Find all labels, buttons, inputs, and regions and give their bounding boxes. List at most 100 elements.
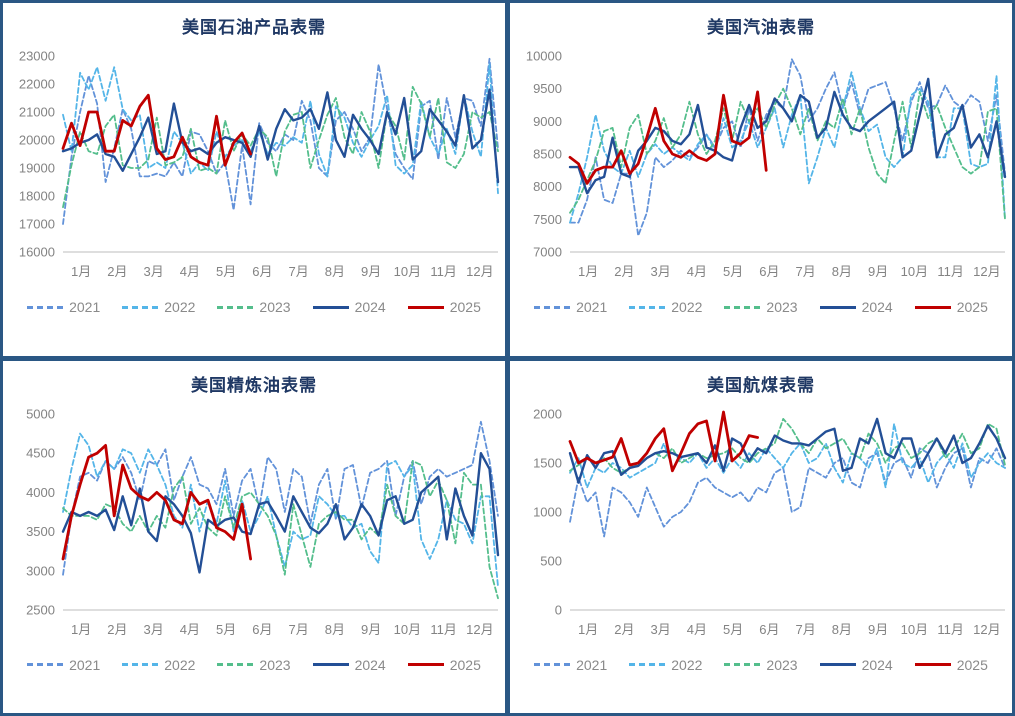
legend-swatch-2024 xyxy=(819,663,856,666)
petroleum-products-chart: 16000 17000 18000 19000 20000 21000 22000 23000… xyxy=(18,49,499,279)
y-tick-label: 9000 xyxy=(533,114,562,129)
x-tick-label: 12月 xyxy=(973,622,1000,637)
x-tick-label: 5月 xyxy=(723,622,743,637)
y-tick-label: 9500 xyxy=(533,81,562,96)
y-tick-label: 19000 xyxy=(18,161,54,176)
legend-item-2024: 2024 xyxy=(819,656,893,673)
legend-item-2023: 2023 xyxy=(217,299,291,315)
x-tick-label: 12月 xyxy=(466,264,493,279)
legend-label-2025: 2025 xyxy=(956,656,988,673)
series-line-2021 xyxy=(568,446,1006,537)
x-tick-label: 8月 xyxy=(831,622,851,637)
x-tick-label: 4月 xyxy=(179,264,199,279)
chart-legend: 2021 2022 2023 2024 2025 xyxy=(27,652,481,678)
x-tick-label: 4月 xyxy=(686,622,706,637)
legend-label-2021: 2021 xyxy=(576,656,608,673)
legend-item-2022: 2022 xyxy=(629,299,702,315)
x-tick-label: 11月 xyxy=(937,622,964,637)
legend-label-2025: 2025 xyxy=(449,656,481,673)
page-title: 美国汽油表需 xyxy=(707,18,815,37)
series-line-2022 xyxy=(568,422,1006,488)
legend-swatch-2025 xyxy=(407,305,444,309)
legend-label-2024: 2024 xyxy=(861,299,893,315)
series-line-2022 xyxy=(568,71,1006,224)
legend-label-2022: 2022 xyxy=(671,299,703,315)
x-tick-label: 8月 xyxy=(324,622,344,637)
x-tick-label: 2月 xyxy=(614,622,634,637)
x-tick-label: 1月 xyxy=(71,622,91,637)
legend-item-2022: 2022 xyxy=(629,657,702,673)
x-tick-label: 3月 xyxy=(143,264,163,279)
legend-swatch-2023 xyxy=(724,663,761,666)
y-tick-label: 0 xyxy=(554,602,561,617)
panel-gasoline: 美国汽油表需 7000 7500 8000 8500 9000 9500 10000 1月 2月… xyxy=(508,1,1014,358)
series-line-2023 xyxy=(568,87,1006,221)
y-tick-label: 21000 xyxy=(18,105,54,120)
series-line-2023 xyxy=(61,459,499,599)
x-tick-label: 10月 xyxy=(393,264,420,279)
x-tick-label: 3月 xyxy=(143,622,163,637)
page-title: 美国航煤表需 xyxy=(707,375,815,395)
legend-label-2022: 2022 xyxy=(671,656,703,673)
x-tick-label: 12月 xyxy=(466,622,493,637)
y-tick-label: 16000 xyxy=(18,245,54,260)
x-tick-label: 4月 xyxy=(686,264,706,279)
x-tick-label: 5月 xyxy=(216,622,236,637)
legend-label-2024: 2024 xyxy=(861,656,893,673)
y-tick-label: 7000 xyxy=(533,245,562,260)
legend-label-2023: 2023 xyxy=(259,656,291,673)
x-tick-label: 11月 xyxy=(430,264,457,279)
x-tick-label: 10月 xyxy=(393,622,420,637)
legend-item-2023: 2023 xyxy=(724,299,798,315)
series-line-2022 xyxy=(61,432,499,587)
series-line-2023 xyxy=(61,85,499,209)
jet-fuel-chart: 0 500 1000 1500 2000 1月 2月 3月 4月 5月 6月 7月 8月 9月 10月 11月… xyxy=(533,406,1006,637)
series-line-2021 xyxy=(61,420,499,576)
legend-label-2024: 2024 xyxy=(354,656,386,673)
x-tick-label: 3月 xyxy=(650,264,670,279)
legend-swatch-2022 xyxy=(122,305,159,309)
legend-label-2023: 2023 xyxy=(259,299,291,315)
x-tick-label: 1月 xyxy=(578,622,598,637)
x-tick-label: 5月 xyxy=(216,264,236,279)
x-tick-label: 1月 xyxy=(71,264,91,279)
x-tick-label: 3月 xyxy=(650,622,670,637)
y-tick-label: 7500 xyxy=(533,212,562,227)
x-tick-label: 7月 xyxy=(795,622,815,637)
legend-swatch-2022 xyxy=(629,663,666,666)
panel-distillate: 美国精炼油表需 2500 3000 3500 4000 4500 5000 1月 2月 3月 4月… xyxy=(1,358,507,715)
y-tick-label: 2500 xyxy=(26,602,55,617)
x-tick-label: 11月 xyxy=(937,264,964,279)
legend-item-2022: 2022 xyxy=(122,299,195,315)
x-tick-label: 9月 xyxy=(361,264,381,279)
series-line-2024 xyxy=(61,451,499,574)
y-tick-label: 17000 xyxy=(18,217,54,232)
y-tick-label: 3000 xyxy=(26,563,55,578)
y-tick-label: 1000 xyxy=(533,504,562,519)
legend-item-2021: 2021 xyxy=(534,657,607,673)
legend-swatch-2024 xyxy=(312,305,349,309)
x-tick-label: 9月 xyxy=(868,264,888,279)
series-line-2024 xyxy=(568,417,1006,484)
y-tick-label: 18000 xyxy=(18,189,54,204)
y-tick-label: 1500 xyxy=(533,455,562,470)
legend-label-2022: 2022 xyxy=(164,299,196,315)
series-line-2025 xyxy=(61,93,252,167)
legend-swatch-2021 xyxy=(534,663,571,666)
x-tick-label: 2月 xyxy=(107,622,127,637)
x-tick-label: 8月 xyxy=(831,264,851,279)
series-line-2021 xyxy=(568,58,1006,237)
x-tick-label: 6月 xyxy=(252,622,272,637)
legend-swatch-2024 xyxy=(312,663,349,666)
panel-jet-fuel: 美国航煤表需 0 500 1000 1500 2000 1月 2月 3月 4月 5月 6月 7月 8月 9… xyxy=(508,358,1014,715)
legend-item-2023: 2023 xyxy=(217,656,291,673)
legend-swatch-2021 xyxy=(534,305,571,309)
legend-item-2025: 2025 xyxy=(914,299,988,315)
legend-swatch-2025 xyxy=(914,663,951,666)
legend-item-2025: 2025 xyxy=(914,656,988,673)
chart-legend: 2021 2022 2023 2024 2025 xyxy=(534,294,988,320)
y-tick-label: 8000 xyxy=(533,179,562,194)
legend-item-2021: 2021 xyxy=(27,299,100,315)
page-title: 美国精炼油表需 xyxy=(191,375,317,395)
legend-label-2021: 2021 xyxy=(69,299,101,315)
